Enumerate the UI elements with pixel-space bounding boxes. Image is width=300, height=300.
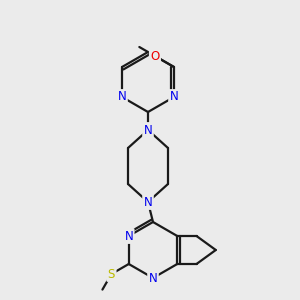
Text: N: N	[169, 91, 178, 103]
Text: N: N	[144, 124, 152, 136]
Text: O: O	[150, 50, 160, 62]
Text: S: S	[108, 268, 115, 281]
Text: N: N	[124, 230, 133, 242]
Text: N: N	[144, 196, 152, 208]
Text: N: N	[148, 272, 158, 284]
Text: N: N	[118, 91, 126, 103]
